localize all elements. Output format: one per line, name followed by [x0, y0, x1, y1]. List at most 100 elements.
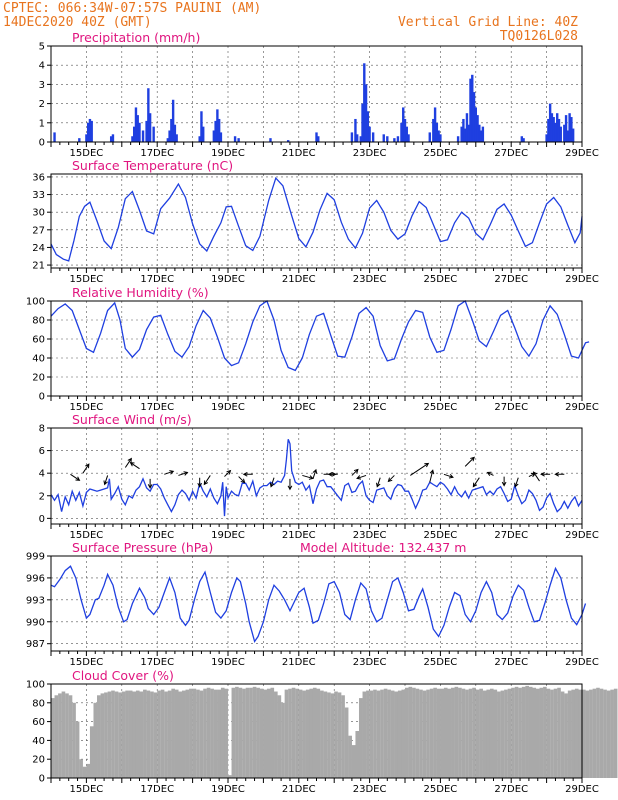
precip-frame	[50, 45, 583, 143]
temp-xtick-label: 21DEC	[282, 274, 316, 285]
precip-bar	[354, 118, 357, 142]
precip-bar	[166, 138, 170, 142]
precip-bar	[111, 134, 115, 142]
cloud-bar	[426, 689, 430, 778]
cloud-bar	[553, 688, 558, 778]
cloud-bar	[111, 690, 115, 778]
precip-bar	[570, 117, 573, 142]
cloud-bar	[405, 687, 409, 778]
wind-ytick-label: 8	[39, 424, 45, 435]
precip-bar	[520, 136, 524, 142]
cloud-bar	[118, 692, 122, 778]
wind-xtick-label: 19DEC	[211, 530, 245, 541]
precip-bar	[364, 84, 368, 142]
precip-bar	[476, 115, 479, 142]
cloud-ytick-label: 80	[32, 698, 45, 709]
precip-bar	[432, 118, 435, 142]
cloud-bar	[274, 691, 278, 778]
precip-bar	[366, 111, 370, 142]
wind-xtick-label: 15DEC	[70, 530, 104, 541]
cloud-bar	[128, 690, 133, 778]
wind-wind-arrow	[387, 475, 395, 483]
temp-xtick-label: 23DEC	[353, 274, 387, 285]
wind-title: Surface Wind (m/s)	[72, 412, 192, 427]
cloud-bar	[174, 689, 179, 778]
precip-bar	[109, 136, 113, 142]
wind-frame	[50, 427, 583, 525]
pres-series-line	[50, 565, 587, 644]
cloud-bar	[504, 689, 508, 778]
cloud-bar	[323, 691, 328, 778]
cloud-bar	[309, 688, 314, 778]
precip-bar	[202, 126, 205, 142]
cloud-bar	[479, 688, 483, 778]
precip-bar	[175, 134, 178, 142]
precip-bar	[479, 130, 483, 142]
wind-wind-arrow	[287, 478, 293, 491]
cloud-bar	[228, 775, 232, 778]
cloud-bar	[89, 726, 94, 778]
rh-xtick-label: 27DEC	[494, 402, 528, 413]
rh-ytick-label: 0	[39, 392, 45, 403]
wind-wind-arrow	[532, 471, 540, 482]
wind-wind-arrow	[351, 468, 359, 476]
wind-wind-arrow	[147, 478, 153, 489]
cloud-xtick-label: 25DEC	[424, 784, 458, 795]
wind-wind-arrow	[327, 471, 338, 477]
cloud-bar	[422, 690, 427, 778]
cloud-bar	[525, 685, 529, 778]
cloud-bar	[564, 693, 568, 778]
cloud-bar	[266, 688, 271, 778]
cloud-bar	[312, 687, 317, 778]
wind-xtick-label: 25DEC	[424, 530, 458, 541]
precip-bar	[145, 120, 148, 142]
precip-bar	[317, 136, 320, 142]
precip-bar	[315, 132, 318, 142]
cloud-bar	[557, 687, 561, 778]
cloud-bar	[334, 691, 338, 778]
precip-bar	[148, 113, 152, 142]
cloud-bar	[514, 686, 519, 778]
precip-bar	[564, 115, 568, 142]
cloud-bar	[61, 691, 66, 778]
temp-xtick-label: 15DEC	[70, 274, 104, 285]
cloud-bar	[461, 688, 466, 778]
wind-wind-arrow	[429, 469, 435, 483]
temp-panel: Surface Temperature (nC) 21 24 27 30 33 36 15DE…	[32, 158, 599, 285]
cloud-bar	[132, 691, 137, 778]
cloud-bar	[454, 686, 459, 778]
cloud-bar	[415, 688, 420, 778]
pres-ytick-label: 999	[26, 552, 45, 563]
cloud-bar	[178, 691, 183, 778]
precip-bar	[563, 124, 566, 142]
pres-xtick-label: 17DEC	[140, 657, 174, 668]
cloud-bar	[68, 695, 73, 778]
cloud-bar	[521, 686, 526, 778]
cloud-bar	[114, 691, 119, 778]
precip-bar	[393, 138, 396, 142]
cloud-bar	[181, 690, 186, 778]
precip-bar	[571, 128, 575, 142]
wind-xtick-label: 21DEC	[282, 530, 316, 541]
cloud-bar	[433, 687, 437, 778]
wind-xtick-label: 29DEC	[565, 530, 599, 541]
cloud-bar	[546, 688, 551, 778]
precip-bar	[131, 136, 134, 142]
precip-bar	[53, 132, 56, 142]
precip-bar	[557, 118, 561, 142]
wind-wind-arrow	[82, 463, 90, 474]
precip-bar	[132, 126, 136, 142]
precip-bar	[566, 130, 570, 142]
temp-ytick-label: 30	[32, 208, 45, 219]
temp-xtick-label: 17DEC	[140, 274, 174, 285]
wind-wind-arrow	[70, 473, 81, 481]
cloud-xtick-label: 19DEC	[211, 784, 245, 795]
precip-bar	[403, 118, 407, 142]
wind-wind-arrow	[224, 469, 232, 477]
pres-ytick-label: 987	[26, 639, 45, 650]
pres-xtick-label: 25DEC	[424, 657, 458, 668]
cloud-bar	[592, 688, 597, 778]
cloud-panel: Cloud Cover (%) 0 20 40 60 80 100 15DEC 17DEC 19D…	[26, 668, 618, 795]
wind-wind-arrow	[197, 477, 203, 488]
cloud-bar	[235, 686, 239, 778]
